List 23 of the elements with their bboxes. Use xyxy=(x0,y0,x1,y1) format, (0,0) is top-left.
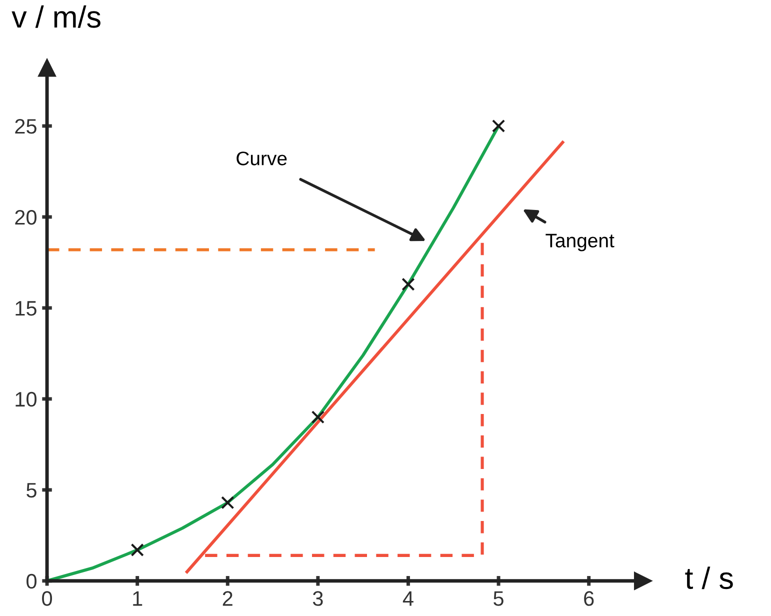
x-tick-label: 2 xyxy=(222,591,232,606)
annotation: Tangent xyxy=(546,234,614,252)
annotation: Curve xyxy=(236,152,287,166)
y-axis-title: v / m/s xyxy=(12,5,100,28)
x-tick-label: 5 xyxy=(494,591,504,606)
point xyxy=(130,543,144,557)
point xyxy=(311,410,325,424)
x-tick-label: 6 xyxy=(584,591,594,606)
y-tick-label: 15 xyxy=(16,301,36,316)
line-series xyxy=(47,124,500,581)
y-tick-label: 0 xyxy=(26,574,36,589)
x-tick-label: 0 xyxy=(42,591,52,606)
x-tick-label: 1 xyxy=(133,591,142,606)
x-tick-label: 3 xyxy=(312,591,323,606)
x-tick-label: 4 xyxy=(402,591,414,606)
x-axis-title: t / s xyxy=(685,566,733,590)
y-tick-label: 20 xyxy=(15,210,36,225)
point xyxy=(221,496,234,510)
y-tick-label: 10 xyxy=(16,392,36,407)
y-tick-label: 25 xyxy=(15,118,36,134)
point xyxy=(492,119,506,133)
point xyxy=(402,278,415,291)
y-tick-label: 5 xyxy=(26,483,36,498)
